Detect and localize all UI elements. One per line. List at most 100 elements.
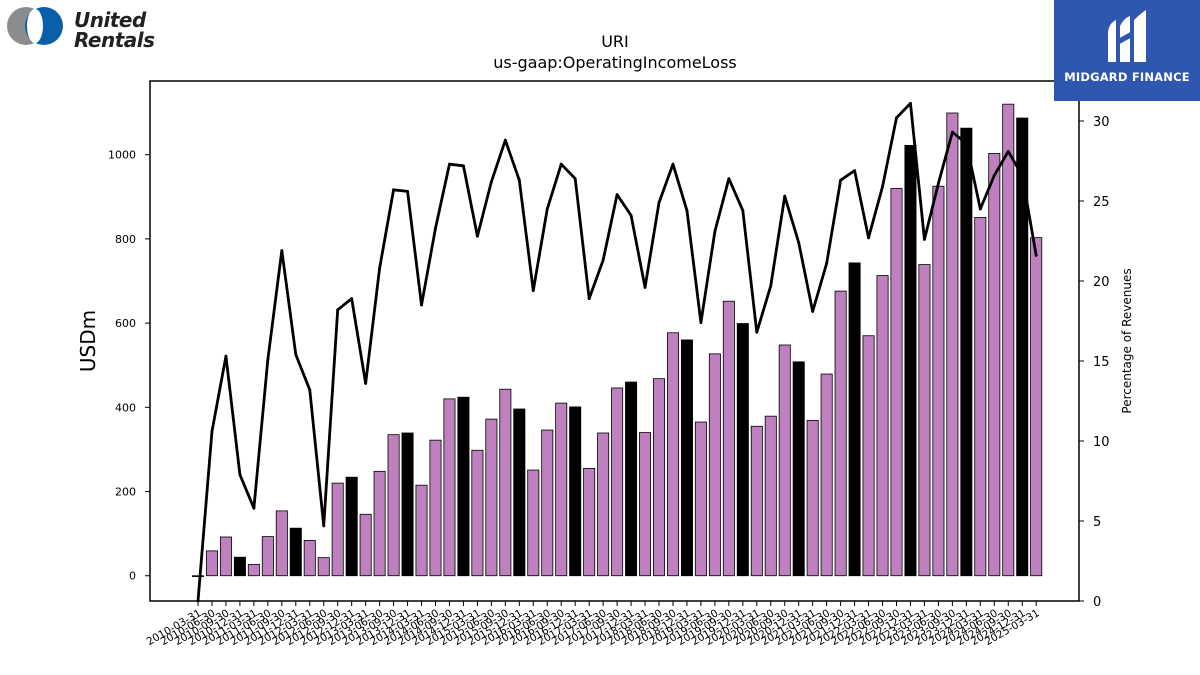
line-point-2017-12-31 <box>629 214 633 217</box>
line-point-2011-09-30 <box>280 249 284 253</box>
bar-2013-03-31 <box>359 513 372 577</box>
bar-2016-09-30 <box>555 402 568 577</box>
bar-2017-03-31 <box>583 467 596 577</box>
bar-2024-03-31 <box>974 217 987 577</box>
line-point-2014-06-30 <box>434 226 437 230</box>
line-point-2011-03-31 <box>252 506 256 510</box>
line-point-2023-12-31 <box>964 142 968 145</box>
bar-2019-06-30 <box>708 353 721 577</box>
line-point-2013-03-31 <box>364 382 368 385</box>
line-point-2014-12-31 <box>462 164 465 168</box>
line-point-2016-06-30 <box>545 207 549 211</box>
line-point-2018-03-31 <box>643 286 647 289</box>
bar-2014-03-31 <box>415 484 428 577</box>
line-point-2011-12-31 <box>294 353 298 356</box>
bar-series <box>191 103 1043 577</box>
bar-2011-06-30 <box>261 536 274 577</box>
line-point-2018-12-31 <box>685 209 689 213</box>
bar-2022-06-30 <box>876 275 889 577</box>
united-rentals-wordmark: United Rentals <box>74 10 155 50</box>
line-point-2012-03-31 <box>308 388 312 392</box>
y2-tick-label: 30 <box>1093 115 1110 130</box>
plot-frame <box>149 80 1080 602</box>
bar-2019-03-31 <box>694 421 707 577</box>
line-point-2024-12-31 <box>1020 174 1024 177</box>
line-point-2022-09-30 <box>895 116 898 120</box>
line-point-2010-09-30 <box>224 354 228 358</box>
line-point-2015-12-31 <box>517 178 521 182</box>
line-point-2024-06-30 <box>992 174 996 177</box>
bar-2013-12-31 <box>401 432 414 577</box>
line-point-2014-09-30 <box>448 162 451 166</box>
y2-tick-label: 20 <box>1093 275 1110 290</box>
line-point-2017-06-30 <box>601 258 605 262</box>
line-point-2020-06-30 <box>769 284 773 288</box>
line-point-2021-06-30 <box>825 262 829 265</box>
y-axis-right: 0 5 10 15 20 25 30 <box>1079 115 1110 610</box>
line-point-2018-06-30 <box>657 201 661 205</box>
line-point-2021-03-31 <box>811 310 815 313</box>
line-point-2020-03-31 <box>755 330 759 334</box>
bar-2017-09-30 <box>611 387 624 577</box>
line-point-2024-09-30 <box>1006 150 1010 153</box>
line-point-2016-03-31 <box>531 289 535 292</box>
united-rentals-mark-icon <box>7 7 63 45</box>
bar-2013-09-30 <box>387 434 400 577</box>
bar-2015-12-31 <box>513 408 526 577</box>
bar-2010-12-31 <box>233 556 246 577</box>
line-point-2020-12-31 <box>797 241 801 245</box>
line-point-2023-06-30 <box>937 182 940 185</box>
bar-2023-09-30 <box>946 112 959 577</box>
midgard-finance-logo: MIDGARD FINANCE <box>1054 0 1200 101</box>
y-tick-label: 400 <box>115 401 136 414</box>
united-rentals-logo: United Rentals <box>6 6 166 50</box>
line-point-2012-12-31 <box>350 297 354 300</box>
bar-2012-06-30 <box>317 557 330 577</box>
line-point-2015-03-31 <box>476 234 479 238</box>
bar-2013-06-30 <box>373 470 386 577</box>
chart-title: URI <box>601 32 629 51</box>
line-point-2017-03-31 <box>587 297 591 300</box>
midgard-finance-mark-icon <box>1108 10 1146 62</box>
line-point-2011-06-30 <box>266 358 270 361</box>
bar-2024-06-30 <box>988 153 1001 577</box>
bar-2023-03-31 <box>918 264 931 577</box>
bar-2021-03-31 <box>806 419 819 577</box>
line-point-2021-12-31 <box>853 169 856 173</box>
bar-2017-06-30 <box>597 432 610 577</box>
line-series <box>196 102 1038 603</box>
line-point-2017-09-30 <box>615 193 619 197</box>
bar-2019-09-30 <box>722 300 735 577</box>
bar-2020-12-31 <box>792 361 805 577</box>
y2-tick-label: 25 <box>1093 195 1110 210</box>
bar-2012-03-31 <box>303 539 316 577</box>
line-point-2012-09-30 <box>336 308 340 312</box>
bar-2014-12-31 <box>457 396 470 577</box>
line-point-2025-03-31 <box>1034 254 1038 257</box>
line-point-2019-03-31 <box>699 321 703 324</box>
y-tick-label: 0 <box>129 570 136 583</box>
bar-2020-09-30 <box>778 344 791 577</box>
y2-tick-label: 0 <box>1093 595 1101 610</box>
logo-line-2: Rentals <box>74 28 155 52</box>
bar-2016-06-30 <box>541 429 554 577</box>
bar-2016-03-31 <box>527 469 540 577</box>
bar-2018-06-30 <box>653 378 666 577</box>
logo-line-1: United <box>74 8 146 32</box>
bar-2023-06-30 <box>932 185 945 577</box>
line-point-2019-06-30 <box>713 230 717 233</box>
chart-subtitle: us-gaap:OperatingIncomeLoss <box>493 53 737 72</box>
y2-tick-label: 5 <box>1093 515 1101 530</box>
y-tick-label: 800 <box>115 233 136 246</box>
bar-2018-09-30 <box>666 332 679 577</box>
line-point-2018-09-30 <box>671 162 675 166</box>
bar-2020-03-31 <box>750 425 763 577</box>
line-point-2022-12-31 <box>909 102 912 105</box>
bar-2022-12-31 <box>904 145 917 577</box>
bar-2025-03-31 <box>1030 237 1043 577</box>
line-point-2019-09-30 <box>727 177 731 181</box>
bar-2011-12-31 <box>289 527 302 577</box>
y2-tick-label: 15 <box>1093 355 1110 370</box>
bar-2017-12-31 <box>625 381 638 577</box>
